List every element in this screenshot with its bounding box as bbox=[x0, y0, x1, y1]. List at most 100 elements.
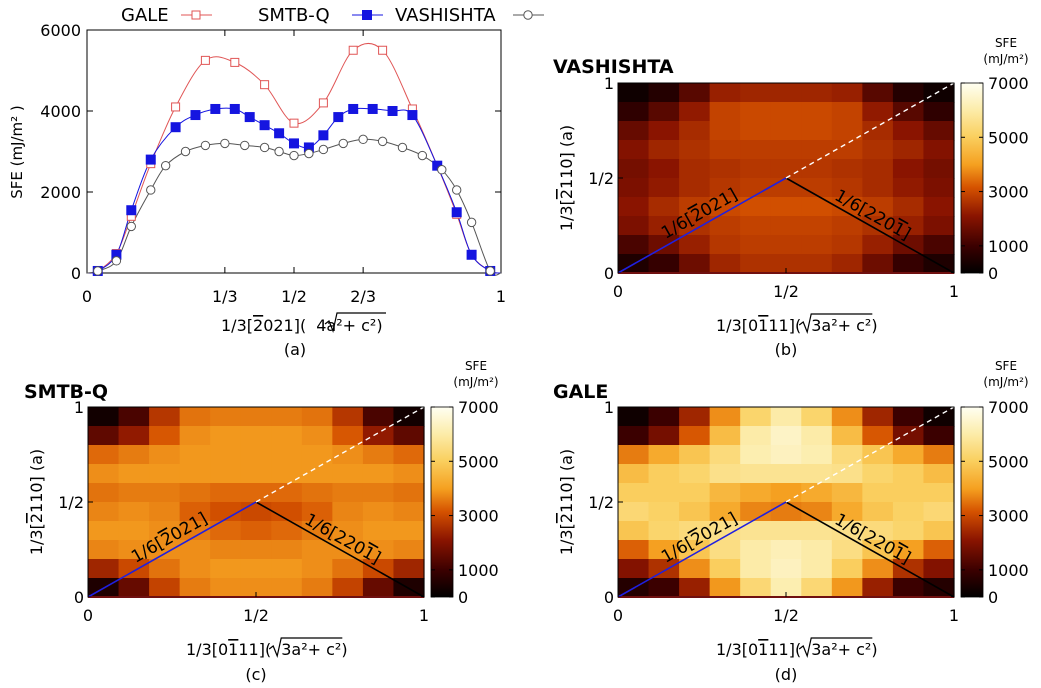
data-point bbox=[240, 140, 250, 151]
heatmap-cell bbox=[301, 407, 333, 427]
y-tick-label: 4000 bbox=[40, 102, 81, 121]
heatmap-cell bbox=[770, 578, 802, 598]
heatmap-cell bbox=[149, 559, 181, 579]
heatmap-cell bbox=[149, 445, 181, 465]
colorbar-unit: (mJ/m²) bbox=[983, 375, 1028, 389]
data-point bbox=[348, 103, 359, 114]
heatmap-cell bbox=[801, 407, 833, 427]
heatmap-cell bbox=[770, 216, 802, 236]
heatmap-cell bbox=[801, 426, 833, 446]
data-point bbox=[387, 106, 398, 116]
colorbar-tick-label: 3000 bbox=[988, 183, 1029, 202]
data-point bbox=[260, 80, 270, 90]
heatmap-cell bbox=[740, 445, 772, 465]
y-tick-label: 0 bbox=[74, 588, 84, 607]
heatmap-cell bbox=[118, 426, 150, 446]
legend-marker bbox=[191, 10, 201, 20]
heatmap-cell bbox=[740, 121, 772, 141]
heatmap-cell bbox=[679, 197, 711, 217]
heatmap-cell bbox=[393, 464, 425, 484]
legend-marker bbox=[523, 10, 533, 20]
heatmap-cell bbox=[210, 407, 242, 427]
heatmap-cell bbox=[118, 521, 150, 541]
heatmap-cell bbox=[118, 483, 150, 503]
heatmap-cell bbox=[648, 235, 680, 255]
data-point bbox=[466, 217, 477, 228]
heatmap-cell bbox=[923, 559, 955, 579]
heatmap-cell bbox=[892, 540, 925, 560]
heatmap-cell bbox=[831, 483, 863, 503]
x-axis-label: 1/3[2021](4a²+ c²) bbox=[221, 316, 383, 335]
heatmap-cell bbox=[709, 426, 741, 446]
heatmap-cell bbox=[679, 102, 711, 122]
heatmap-cell bbox=[801, 121, 833, 141]
heatmap-cell bbox=[801, 216, 833, 236]
heatmap-cell bbox=[618, 102, 650, 122]
colorbar-title: SFE bbox=[995, 36, 1017, 50]
heatmap-cell bbox=[740, 407, 772, 427]
heatmap-cell bbox=[892, 235, 925, 255]
heatmap-cell bbox=[301, 559, 333, 579]
y-axis-label: 1/3[2110] (a) bbox=[557, 449, 576, 555]
heatmap-cell bbox=[648, 159, 680, 179]
heatmap-cell bbox=[801, 464, 833, 484]
y-tick-label: 0 bbox=[604, 588, 614, 607]
heatmap-cell bbox=[709, 159, 741, 179]
heatmap-cell bbox=[618, 121, 650, 141]
heatmap-cell bbox=[362, 559, 395, 579]
data-point bbox=[333, 112, 344, 123]
heatmap-cell bbox=[301, 426, 333, 446]
legend-label: SMTB-Q bbox=[258, 5, 330, 26]
heatmap-cell bbox=[862, 159, 894, 179]
heatmap-cell bbox=[118, 559, 150, 579]
heatmap-cell bbox=[923, 445, 955, 465]
heatmap-cell bbox=[240, 559, 272, 579]
heatmap-cell bbox=[862, 502, 894, 522]
heatmap-cell bbox=[831, 407, 863, 427]
heatmap-cell bbox=[892, 178, 925, 198]
heatmap-panel: 1/6[2021] 1/6[2201]0 1/2 101/21SMTB-Q010003… bbox=[24, 359, 499, 684]
heatmap-cell bbox=[892, 216, 925, 236]
y-tick-label: 1/2 bbox=[588, 169, 614, 188]
heatmap-cell bbox=[679, 407, 711, 427]
heatmap-cell bbox=[618, 159, 650, 179]
heatmap-cell bbox=[393, 426, 425, 446]
panel-label: (b) bbox=[775, 340, 798, 359]
heatmap-cell bbox=[801, 559, 833, 579]
data-point bbox=[452, 185, 462, 195]
y-axis-label: 1/3[2110] (a) bbox=[557, 125, 576, 231]
heatmap-cell bbox=[709, 578, 741, 598]
heatmap-cell bbox=[709, 121, 741, 141]
heatmap-cell bbox=[923, 464, 955, 484]
heatmap-cell bbox=[393, 540, 425, 560]
heatmap-cell bbox=[88, 464, 120, 484]
colorbar bbox=[430, 406, 454, 598]
heatmap-cell bbox=[892, 464, 925, 484]
colorbar-tick-label: 5000 bbox=[988, 452, 1029, 471]
x-tick-label: 1/2 bbox=[773, 282, 799, 301]
heatmap-cell bbox=[831, 235, 863, 255]
heatmap-cell bbox=[88, 407, 120, 427]
y-axis-label: 1/3[2110] (a) bbox=[27, 449, 46, 555]
heatmap-cell bbox=[271, 502, 303, 522]
heatmap-cell bbox=[618, 540, 650, 560]
heatmap-cell bbox=[770, 83, 802, 103]
heatmap-cell bbox=[332, 426, 364, 446]
heatmap-cell bbox=[393, 502, 425, 522]
heatmap-cell bbox=[862, 464, 894, 484]
heatmap-cell bbox=[149, 540, 181, 560]
heatmap-cell bbox=[393, 483, 425, 503]
heatmap-cell bbox=[892, 102, 925, 122]
heatmap-cell bbox=[862, 445, 894, 465]
heatmap-cell bbox=[923, 159, 955, 179]
heatmap-cell bbox=[770, 235, 802, 255]
heatmap-cell bbox=[892, 121, 925, 141]
heatmap-cell bbox=[240, 578, 272, 598]
heatmap-cell bbox=[362, 483, 395, 503]
heatmap-cell bbox=[801, 254, 833, 274]
heatmap-cell bbox=[301, 483, 333, 503]
heatmap-cell bbox=[770, 197, 802, 217]
heatmap-cell bbox=[179, 502, 211, 522]
colorbar-tick-label: 3000 bbox=[458, 507, 499, 526]
heatmap-cell bbox=[332, 521, 364, 541]
